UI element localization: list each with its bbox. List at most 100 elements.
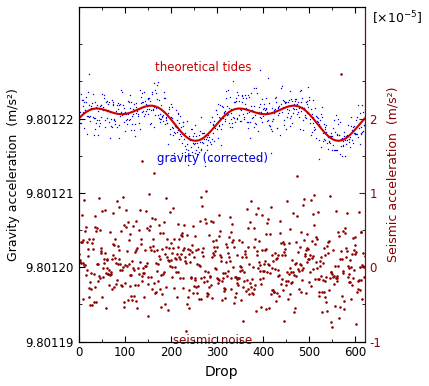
Point bbox=[227, 229, 234, 235]
Point bbox=[238, 119, 245, 125]
Point bbox=[349, 251, 356, 257]
Point bbox=[107, 272, 114, 278]
Point bbox=[143, 260, 150, 266]
Point bbox=[299, 267, 306, 273]
Point bbox=[295, 286, 302, 292]
Point bbox=[269, 118, 276, 124]
Point bbox=[197, 296, 204, 302]
Point bbox=[304, 110, 311, 116]
Point bbox=[176, 113, 183, 119]
Point bbox=[359, 296, 366, 302]
Point bbox=[254, 109, 260, 115]
Point bbox=[223, 259, 230, 265]
Point bbox=[306, 120, 313, 126]
Point bbox=[213, 107, 220, 113]
Point bbox=[173, 107, 180, 113]
Point bbox=[107, 134, 114, 141]
Point bbox=[88, 270, 94, 276]
Point bbox=[109, 210, 116, 216]
Point bbox=[287, 88, 293, 94]
Point bbox=[136, 126, 143, 132]
Point bbox=[353, 288, 360, 295]
Point bbox=[225, 234, 232, 240]
Point bbox=[252, 308, 259, 314]
Point bbox=[255, 104, 262, 110]
Point bbox=[215, 123, 222, 129]
Point bbox=[356, 287, 363, 293]
Point bbox=[180, 285, 187, 291]
Point bbox=[343, 254, 350, 260]
Point bbox=[343, 137, 350, 144]
Point bbox=[330, 147, 337, 153]
Point bbox=[298, 229, 305, 235]
Point bbox=[155, 112, 162, 118]
Point bbox=[205, 232, 212, 238]
Point bbox=[201, 163, 208, 169]
Point bbox=[256, 276, 263, 283]
Point bbox=[196, 262, 202, 268]
Point bbox=[308, 106, 314, 112]
Point bbox=[168, 104, 175, 110]
Point bbox=[350, 123, 357, 129]
Point bbox=[115, 122, 122, 128]
Point bbox=[121, 304, 128, 310]
Point bbox=[341, 133, 347, 139]
Point bbox=[151, 112, 158, 118]
Point bbox=[244, 277, 251, 283]
Point bbox=[94, 225, 101, 231]
Point bbox=[226, 105, 233, 112]
Point bbox=[279, 252, 286, 258]
Point bbox=[358, 124, 365, 130]
Point bbox=[201, 217, 208, 223]
Point bbox=[194, 245, 201, 252]
Point bbox=[219, 104, 226, 110]
Point bbox=[195, 283, 202, 289]
Text: theoretical tides: theoretical tides bbox=[155, 61, 251, 74]
Point bbox=[324, 140, 331, 146]
Point bbox=[225, 250, 232, 256]
Point bbox=[319, 104, 326, 110]
Point bbox=[323, 243, 330, 249]
Point bbox=[91, 126, 98, 132]
Point bbox=[148, 107, 155, 113]
Point bbox=[150, 107, 157, 113]
Point bbox=[174, 294, 181, 300]
Point bbox=[171, 150, 178, 156]
Point bbox=[226, 94, 233, 100]
Point bbox=[176, 254, 183, 260]
Point bbox=[121, 119, 127, 125]
Point bbox=[313, 236, 320, 242]
Point bbox=[348, 296, 355, 302]
Point bbox=[258, 304, 265, 310]
Point bbox=[232, 95, 239, 101]
Point bbox=[300, 237, 307, 243]
Point bbox=[312, 105, 319, 111]
Point bbox=[278, 276, 285, 283]
Point bbox=[353, 131, 360, 137]
Point bbox=[272, 266, 279, 273]
Point bbox=[152, 261, 159, 267]
Point bbox=[339, 142, 346, 148]
Point bbox=[184, 141, 190, 147]
Point bbox=[258, 109, 265, 115]
Point bbox=[156, 230, 163, 236]
Point bbox=[239, 284, 246, 291]
Point bbox=[172, 255, 178, 261]
Point bbox=[329, 247, 336, 253]
Point bbox=[149, 89, 156, 95]
Point bbox=[175, 135, 182, 142]
Point bbox=[262, 247, 269, 253]
Point bbox=[259, 212, 266, 218]
Point bbox=[251, 85, 257, 91]
Point bbox=[245, 244, 252, 250]
Point bbox=[352, 234, 359, 240]
Point bbox=[346, 136, 353, 142]
Point bbox=[345, 279, 352, 285]
Point bbox=[221, 108, 228, 114]
Point bbox=[233, 279, 240, 286]
Point bbox=[245, 125, 251, 131]
Point bbox=[186, 136, 193, 142]
Point bbox=[169, 250, 176, 256]
Point bbox=[243, 95, 250, 101]
Point bbox=[94, 261, 100, 267]
